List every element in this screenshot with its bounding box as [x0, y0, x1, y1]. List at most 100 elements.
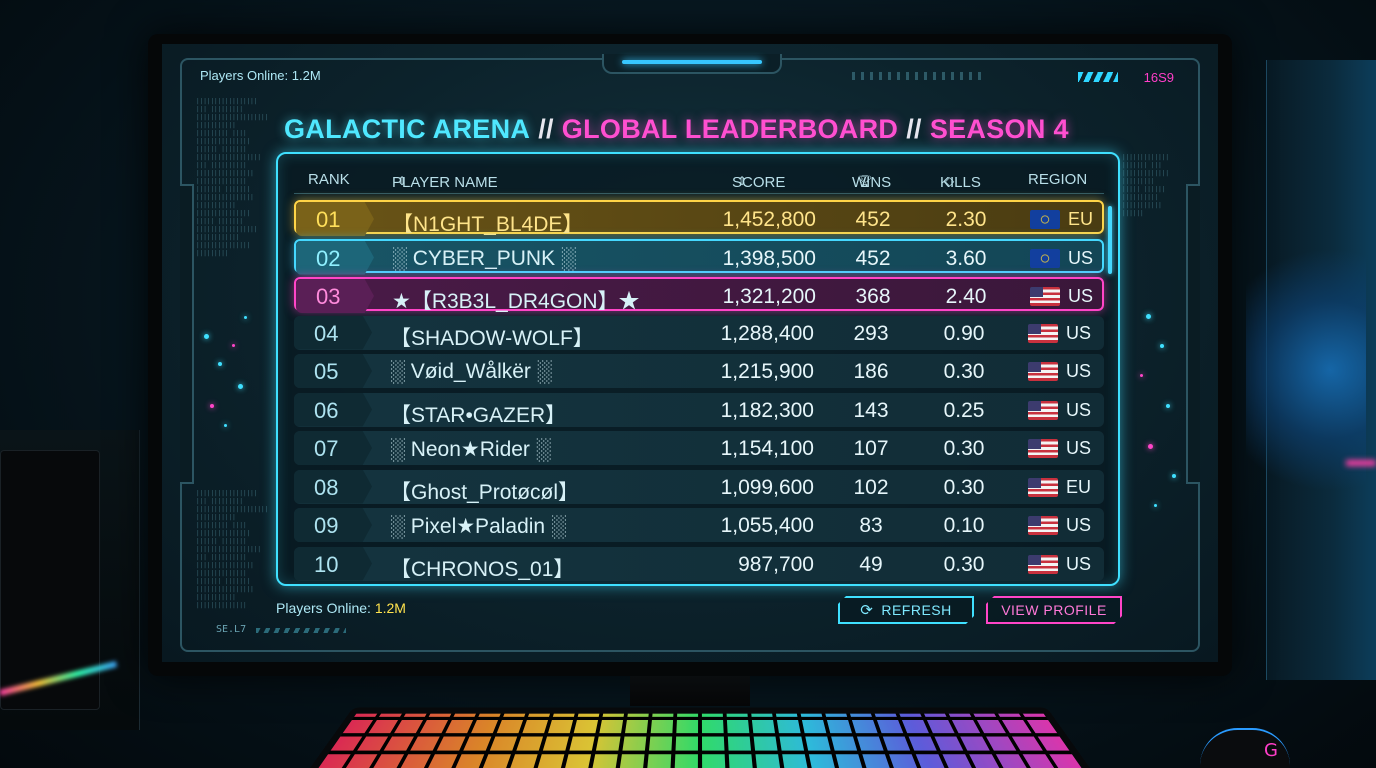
rank-value: 10 [314, 551, 339, 577]
column-header-region[interactable]: REGION [1028, 171, 1088, 188]
mouse: G [1200, 728, 1290, 768]
keyboard [303, 707, 1097, 768]
player-name[interactable]: ★【R3B3L_DR4GON】★ [392, 290, 640, 313]
hud-code: 16S9 [1143, 70, 1174, 85]
pc-case [1246, 60, 1376, 680]
wins-value: 102 [853, 475, 889, 499]
player-name[interactable]: 【STAR•GAZER】 [390, 403, 567, 427]
wins-value: 293 [853, 321, 889, 345]
table-row[interactable]: 02 ░ CYBER_PUNK ░ 1,398,500 452 3.60 US [294, 238, 1104, 275]
hud-dot-strip [852, 72, 982, 80]
kills-value: 0.90 [943, 321, 985, 345]
case-fan-glow [1246, 220, 1366, 520]
title-leaderboard: GLOBAL LEADERBOARD [561, 114, 899, 144]
wins-value: 452 [855, 246, 891, 270]
table-row[interactable]: 01 【N1GHT_BL4DE】 1,452,800 452 2.30 EU [294, 200, 1104, 236]
table-row[interactable]: 06 【STAR•GAZER】 1,182,300 143 0.25 US [294, 392, 1104, 427]
refresh-button-label: REFRESH [881, 602, 952, 618]
sort-diamond-icon[interactable]: ◇ [945, 174, 955, 188]
region-flag-icon [1030, 287, 1060, 306]
wins-value: 49 [859, 552, 883, 576]
sort-updown-icon[interactable]: ⇕ [397, 174, 408, 188]
region-flag-icon [1028, 477, 1058, 497]
speaker-area [0, 430, 140, 730]
wins-value: 83 [859, 514, 883, 537]
title-separator: // [538, 114, 554, 144]
game-screen: Players Online: 1.2M 16S9 ||||||||||||||… [162, 44, 1218, 662]
score-value: 1,099,600 [720, 475, 814, 499]
rank-value: 08 [314, 474, 339, 500]
table-row[interactable]: 05 ░ Vøid_Wålkër ░ 1,215,900 186 0.30 US [294, 354, 1104, 388]
player-name[interactable]: ░ Vøid_Wålkër ░ [390, 360, 552, 383]
rank-value: 03 [316, 284, 341, 309]
table-row[interactable]: 04 【SHADOW-WOLF】 1,288,400 293 0.90 US [294, 315, 1104, 350]
wins-value: 107 [853, 437, 889, 460]
region-flag-icon [1028, 323, 1058, 343]
title-separator: // [906, 114, 922, 144]
region-flag-icon [1030, 248, 1060, 268]
trophy-icon[interactable]: 🏆︎ [857, 174, 873, 188]
region-flag-icon [1028, 400, 1058, 420]
kills-value: 0.30 [943, 552, 985, 576]
monitor-stand [630, 676, 750, 706]
score-value: 1,452,800 [722, 208, 816, 231]
score-value: 1,182,300 [720, 398, 814, 422]
rank-cell [294, 508, 372, 542]
view-profile-button[interactable]: VIEW PROFILE [986, 596, 1122, 624]
sort-updown-icon[interactable]: ⇕ [737, 174, 748, 188]
region-flag-icon [1028, 439, 1058, 458]
rank-cell [294, 469, 372, 504]
rank-cell [294, 315, 372, 350]
player-name[interactable]: 【SHADOW-WOLF】 [390, 326, 594, 350]
table-row[interactable]: 08 【Ghost_Protøcøl】 1,099,600 102 0.30 E… [294, 469, 1104, 504]
region-flag-icon [1028, 362, 1058, 381]
player-name[interactable]: ░ CYBER_PUNK ░ [392, 246, 576, 270]
rank-cell [296, 240, 374, 275]
player-name[interactable]: ░ Neon★Rider ░ [390, 438, 551, 461]
player-name[interactable]: ░ Pixel★Paladin ░ [390, 515, 566, 538]
column-header-player-name-label: PLAYER NAME [392, 174, 498, 191]
kills-value: 0.30 [943, 437, 985, 460]
region-value: US [1066, 438, 1092, 458]
player-name[interactable]: 【CHRONOS_01】 [390, 557, 575, 581]
column-header-rank[interactable]: RANK [308, 171, 350, 188]
table-row[interactable]: 09 ░ Pixel★Paladin ░ 1,055,400 83 0.10 U… [294, 508, 1104, 542]
score-value: 1,321,200 [722, 285, 816, 308]
players-online-label: Players Online: [276, 600, 371, 616]
score-value: 1,055,400 [720, 514, 814, 537]
player-name[interactable]: 【Ghost_Protøcøl】 [390, 480, 580, 504]
table-row[interactable]: 07 ░ Neon★Rider ░ 1,154,100 107 0.30 US [294, 431, 1104, 465]
players-online-value: 1.2M [374, 600, 406, 616]
kills-value: 2.40 [945, 285, 987, 308]
case-pink-led [1346, 460, 1376, 466]
kills-value: 0.10 [943, 514, 985, 537]
leaderboard-header: RANK PLAYER NAME ⇕ SCORE ⇕ WINS 🏆︎ KILLS ◇ R… [294, 168, 1104, 194]
table-row[interactable]: 03 ★【R3B3L_DR4GON】★ 1,321,200 368 2.40 U… [294, 277, 1104, 313]
score-value: 1,288,400 [720, 321, 814, 345]
rank-value: 09 [314, 513, 339, 538]
page-title: GALACTIC ARENA//GLOBAL LEADERBOARD//SEAS… [284, 114, 1104, 145]
players-online-top: Players Online: 1.2M [200, 68, 321, 83]
wins-value: 368 [855, 285, 891, 308]
leaderboard-scrollbar[interactable] [1108, 206, 1112, 274]
wins-value: 143 [853, 398, 889, 422]
region-value: US [1066, 322, 1092, 343]
player-name[interactable]: 【N1GHT_BL4DE】 [392, 213, 584, 236]
rank-cell [294, 431, 372, 465]
hud-top-notch [602, 54, 782, 74]
column-header-score-label: SCORE [732, 174, 786, 191]
hud-bottom-dashes [256, 628, 346, 633]
hud-bottom-code: SE.L7 [216, 624, 247, 635]
kills-value: 0.25 [943, 398, 985, 422]
refresh-button[interactable]: ⟳ REFRESH [838, 596, 974, 624]
hud-micro-text-left-top: ||||||||||||||||| ||| ||||||||| ||||||||… [196, 98, 269, 257]
region-value: EU [1068, 209, 1094, 229]
table-row[interactable]: 10 【CHRONOS_01】 987,700 49 0.30 US [294, 546, 1104, 581]
kills-value: 2.30 [945, 208, 987, 231]
region-value: US [1068, 247, 1094, 268]
kills-value: 0.30 [943, 475, 985, 499]
title-season: SEASON 4 [929, 114, 1069, 144]
speaker [0, 450, 100, 710]
view-profile-button-label: VIEW PROFILE [1001, 602, 1107, 618]
rank-cell [294, 392, 372, 427]
